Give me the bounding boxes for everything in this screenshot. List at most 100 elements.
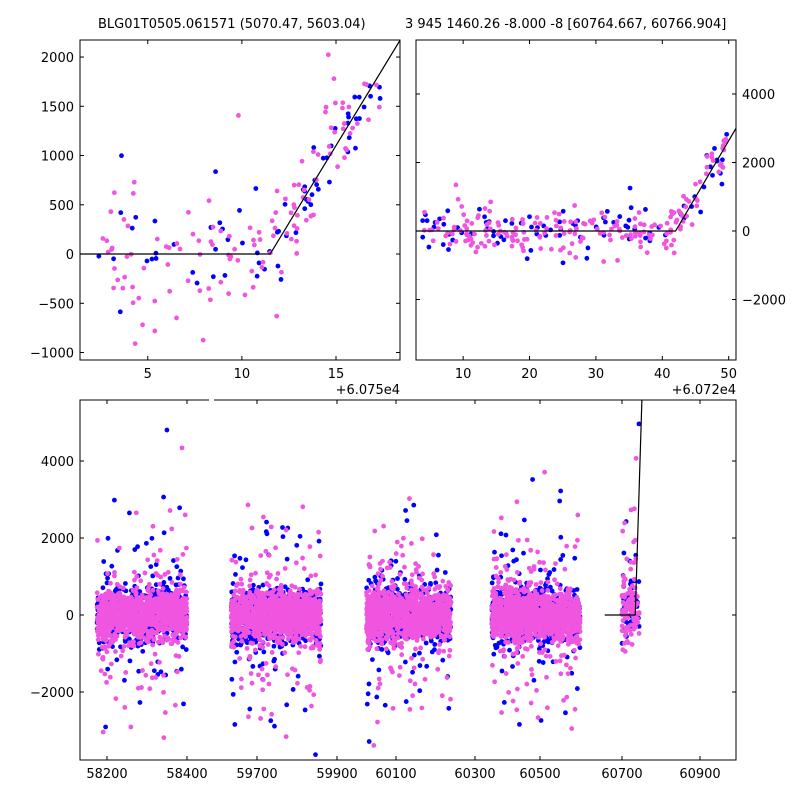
data-point-blue	[410, 670, 415, 675]
data-point-pink	[175, 557, 180, 562]
data-point-pink	[510, 244, 515, 249]
data-point-blue	[153, 219, 158, 224]
data-point-pink	[295, 213, 300, 218]
data-point-pink	[366, 20, 371, 25]
data-point-pink	[695, 198, 700, 203]
data-point-blue	[712, 146, 717, 151]
data-point-pink	[545, 215, 550, 220]
data-point-pink	[310, 635, 315, 640]
data-point-pink	[317, 618, 322, 623]
data-point-pink	[174, 596, 179, 601]
data-point-blue	[378, 96, 383, 101]
data-point-pink	[300, 159, 305, 164]
data-point-pink	[230, 598, 235, 603]
y-tick-label: 0	[742, 225, 750, 240]
data-point-pink	[234, 560, 239, 565]
data-point-pink	[134, 574, 139, 579]
data-point-blue	[627, 218, 632, 223]
data-point-pink	[658, 224, 663, 229]
data-point-pink	[231, 634, 236, 639]
data-point-pink	[233, 621, 238, 626]
data-point-pink	[488, 199, 493, 204]
data-point-pink	[294, 251, 299, 256]
data-point-pink	[125, 622, 130, 627]
x-tick-label: 30	[588, 367, 605, 382]
data-point-blue	[166, 588, 171, 593]
data-point-pink	[99, 629, 104, 634]
data-point-pink	[323, 110, 328, 115]
data-point-blue	[118, 210, 123, 215]
data-point-pink	[273, 226, 278, 231]
data-point-blue	[503, 218, 508, 223]
data-point-pink	[227, 256, 232, 261]
plot-area	[416, 128, 736, 265]
data-point-blue	[140, 649, 145, 654]
data-point-pink	[615, 258, 620, 263]
data-point-blue	[114, 657, 119, 662]
data-point-pink	[510, 237, 515, 242]
data-point-pink	[145, 557, 150, 562]
data-point-pink	[230, 628, 235, 633]
data-point-pink	[238, 621, 243, 626]
data-point-pink	[242, 600, 247, 605]
data-point-pink	[163, 710, 168, 715]
data-point-pink	[239, 577, 244, 582]
data-point-pink	[97, 370, 102, 375]
data-point-blue	[272, 644, 277, 649]
data-point-pink	[234, 602, 239, 607]
data-point-pink	[466, 237, 471, 242]
data-point-pink	[226, 291, 231, 296]
y-tick-label: 1000	[41, 150, 74, 165]
data-point-pink	[112, 266, 117, 271]
data-point-pink	[155, 619, 160, 624]
data-point-pink	[240, 596, 245, 601]
data-point-pink	[248, 578, 253, 583]
data-point-blue	[118, 309, 123, 314]
data-point-pink	[140, 626, 145, 631]
data-point-pink	[289, 210, 294, 215]
data-point-pink	[147, 609, 152, 614]
data-point-pink	[239, 685, 244, 690]
data-point-pink	[124, 612, 129, 617]
data-point-pink	[122, 705, 127, 710]
data-point-pink	[599, 210, 604, 215]
data-point-pink	[558, 248, 563, 253]
data-point-blue	[148, 564, 153, 569]
data-point-blue	[150, 257, 155, 262]
data-point-pink	[637, 231, 642, 236]
data-point-pink	[130, 285, 135, 290]
data-point-blue	[310, 192, 315, 197]
data-point-pink	[178, 582, 183, 587]
data-point-pink	[178, 601, 183, 606]
data-point-pink	[632, 216, 637, 221]
data-point-pink	[642, 222, 647, 227]
data-point-pink	[450, 232, 455, 237]
data-point-pink	[151, 553, 156, 558]
data-point-pink	[107, 633, 112, 638]
data-point-pink	[270, 650, 275, 655]
data-point-pink	[104, 629, 109, 634]
data-point-pink	[253, 600, 258, 605]
data-point-pink	[272, 587, 277, 592]
y-tick-label: 2000	[742, 157, 775, 172]
data-point-blue	[298, 534, 303, 539]
data-point-pink	[265, 602, 270, 607]
data-point-pink	[261, 707, 266, 712]
data-point-pink	[106, 608, 111, 613]
data-point-pink	[327, 144, 332, 149]
data-point-pink	[665, 221, 670, 226]
data-point-blue	[275, 230, 280, 235]
data-point-pink	[106, 619, 111, 624]
data-point-pink	[168, 508, 173, 513]
data-point-pink	[535, 215, 540, 220]
data-point-pink	[544, 226, 549, 231]
data-point-pink	[258, 716, 263, 721]
data-point-pink	[307, 601, 312, 606]
y-tick-label: 2000	[41, 51, 74, 66]
data-point-blue	[628, 186, 633, 191]
data-point-blue	[138, 700, 143, 705]
data-point-pink	[161, 690, 166, 695]
data-point-pink	[465, 219, 470, 224]
data-point-pink	[326, 52, 331, 57]
data-point-pink	[99, 613, 104, 618]
